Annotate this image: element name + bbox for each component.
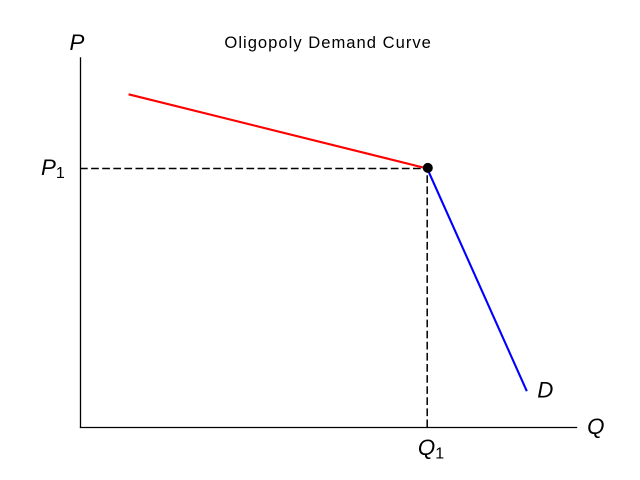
svg-text:Q: Q xyxy=(587,414,604,439)
svg-text:Oligopoly Demand Curve: Oligopoly Demand Curve xyxy=(224,33,431,52)
svg-text:D: D xyxy=(537,378,553,403)
svg-text:P: P xyxy=(69,30,84,55)
